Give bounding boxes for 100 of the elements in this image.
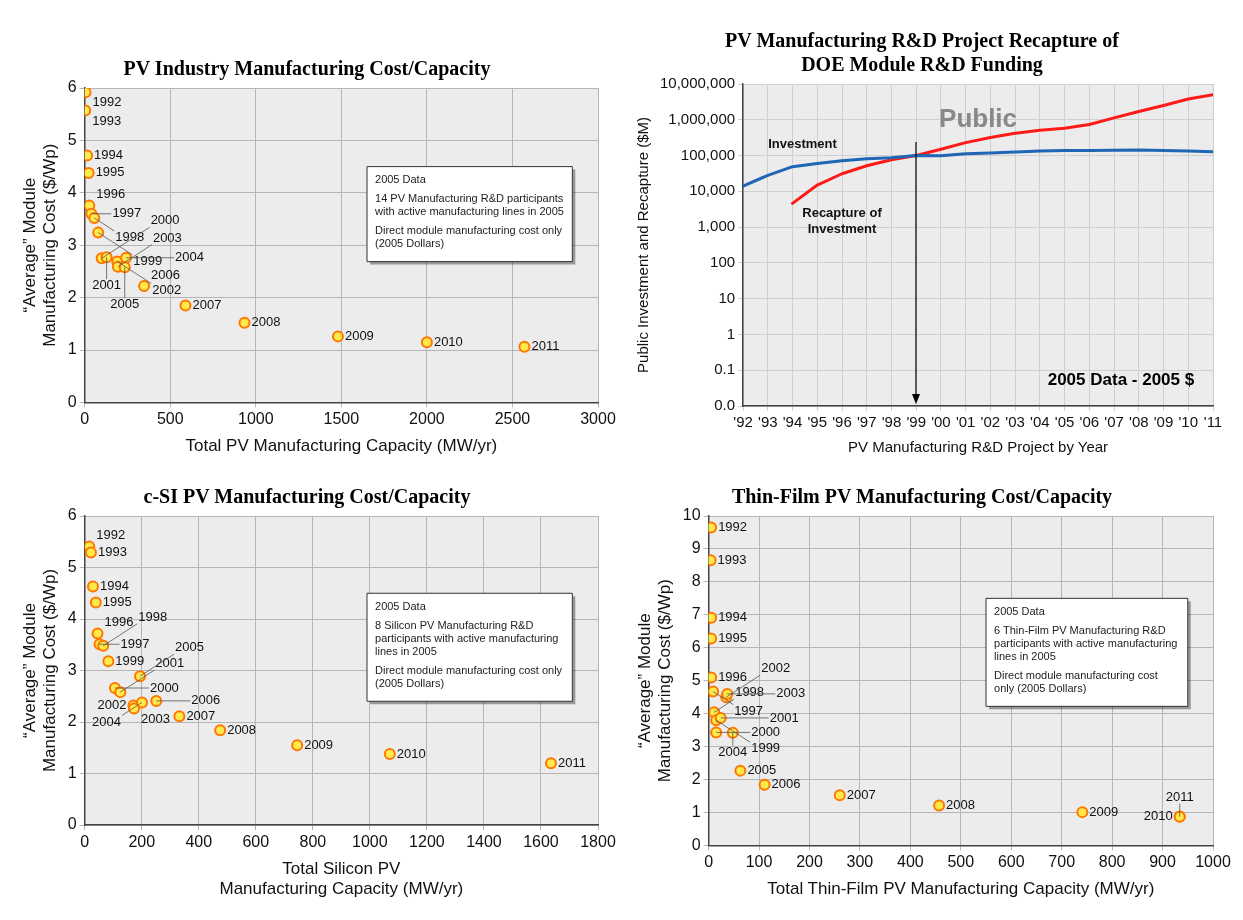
x-tick-label: 900	[1149, 853, 1177, 871]
x-tick-label: 800	[1098, 853, 1126, 871]
annotation: 2005 Data	[375, 599, 427, 612]
chart-title: c-SI PV Manufacturing Cost/Capacity	[143, 485, 471, 509]
x-tick-label: 1000	[352, 833, 388, 851]
annotation: 1996	[718, 668, 748, 684]
x-tick-label: '05	[1054, 413, 1075, 431]
annotation: 1994	[718, 609, 748, 625]
x-tick-label: 1600	[523, 833, 559, 851]
y-tick-label: 2	[67, 288, 77, 306]
y-tick-label: 10	[682, 506, 701, 524]
y-axis-title: “Average” Module Manufacturing Cost ($/Wp)	[19, 143, 60, 347]
annotation: 2007	[192, 297, 222, 313]
x-tick-label: '08	[1129, 413, 1149, 431]
x-tick-label: 600	[997, 853, 1025, 871]
annotation: 1999	[751, 740, 781, 756]
y-tick-label: 10,000,000	[660, 74, 736, 92]
series-label: Investment	[768, 136, 838, 152]
annotation: 1992	[718, 519, 748, 535]
annotation: 2011	[557, 754, 586, 770]
annotation: 1996	[104, 614, 134, 630]
y-tick-label: 1	[67, 763, 77, 781]
x-tick-label: 0	[80, 410, 90, 428]
annotation: 1993	[97, 544, 127, 560]
y-tick-label: 4	[67, 183, 77, 201]
x-tick-label: 1400	[466, 833, 502, 851]
x-tick-label: 500	[156, 410, 184, 428]
x-tick-label: 1000	[1195, 853, 1231, 871]
annotation: 14 PV Manufacturing R&D participants with active manufacturing lines in 2005	[374, 192, 564, 218]
y-tick-label: 0	[67, 815, 77, 833]
x-tick-label: 700	[1048, 853, 1076, 871]
annotation: 2007	[186, 707, 216, 723]
annotation: 2006	[151, 267, 180, 283]
x-tick-label: 400	[185, 833, 213, 851]
annotation: 1995	[718, 630, 748, 646]
annotation: 2008	[946, 797, 976, 813]
annotation: Direct module manufacturing cost only (2005 Dollars)	[994, 668, 1158, 694]
annotation: 2010	[433, 333, 463, 349]
y-tick-label: 0	[67, 392, 77, 410]
annotation: 2004	[92, 713, 122, 729]
annotation: 2003	[141, 710, 170, 726]
x-tick-label: 1200	[409, 833, 445, 851]
annotation: 2000	[149, 679, 179, 695]
annotation: 2005 Data	[994, 604, 1046, 617]
y-tick-label: 10	[718, 288, 736, 306]
y-tick-label: 1	[67, 340, 77, 358]
x-axis-title: Total Thin-Film PV Manufacturing Capacity (MW/yr)	[767, 879, 1155, 899]
annotation: 1994	[94, 147, 124, 163]
annotation: 1997	[120, 635, 150, 651]
x-tick-label: '99	[906, 413, 926, 431]
annotation: 1992	[96, 527, 126, 543]
y-axis-title: “Average” Module Manufacturing Cost ($/Wp)	[19, 568, 60, 773]
annotation: 1992	[92, 94, 122, 110]
y-tick-label: 100	[710, 253, 736, 271]
x-tick-label: 0	[80, 833, 90, 851]
annotation: Direct module manufacturing cost only (2005 Dollars)	[375, 224, 563, 250]
y-tick-label: 9	[691, 539, 701, 557]
annotation: 2011	[531, 338, 560, 354]
series-label: Recapture of Investment	[802, 205, 883, 237]
x-tick-label: '10	[1178, 413, 1199, 431]
y-axis-title: “Average” Module Manufacturing Cost ($/Wp)	[634, 579, 675, 783]
y-axis-title: Public Investment and Recapture ($M)	[634, 117, 652, 373]
y-tick-label: 0.1	[714, 360, 736, 378]
annotation: 2003	[776, 685, 806, 701]
annotation: 2007	[846, 786, 876, 802]
annotation: Direct module manufacturing cost only (2005 Dollars)	[375, 663, 563, 689]
x-tick-label: 1500	[323, 410, 360, 428]
y-tick-label: 8	[691, 572, 701, 590]
x-tick-label: '97	[856, 413, 877, 431]
y-tick-label: 6	[67, 506, 77, 524]
x-tick-label: '09	[1153, 413, 1174, 431]
annotation: 1995	[95, 164, 125, 180]
y-tick-label: 0.0	[714, 396, 736, 414]
annotation: 2000	[150, 212, 180, 228]
chart-title: PV Manufacturing R&D Project Recapture of DOE Module R&D Funding	[725, 29, 1120, 77]
x-tick-label: '94	[782, 413, 803, 431]
annotation: 1999	[133, 252, 163, 268]
y-tick-label: 2	[67, 712, 77, 730]
x-axis-title: PV Manufacturing R&D Project by Year	[847, 438, 1109, 456]
x-tick-label: '93	[758, 413, 778, 431]
x-tick-label: '00	[931, 413, 951, 431]
annotation: 1999	[115, 652, 145, 668]
annotation: 1993	[92, 112, 122, 128]
annotation: 2011	[1165, 788, 1194, 804]
x-tick-label: 600	[242, 833, 270, 851]
y-tick-label: 100,000	[680, 145, 736, 163]
x-tick-label: '04	[1030, 413, 1050, 431]
y-tick-label: 5	[67, 130, 77, 148]
y-tick-label: 3	[67, 660, 77, 678]
annotation: 2001	[769, 709, 799, 725]
x-tick-label: 1000	[238, 410, 274, 428]
annotation: 2005	[175, 639, 204, 655]
y-tick-label: 3	[691, 736, 701, 754]
y-tick-label: 5	[691, 671, 701, 689]
annotation: 8 Silicon PV Manufacturing R&D participants with active manufacturing lines in 2005	[375, 618, 559, 657]
annotation: 2010	[1143, 807, 1173, 823]
y-tick-label: 1,000,000	[668, 109, 736, 127]
annotation: 2002	[97, 697, 127, 713]
x-tick-label: 200	[796, 853, 823, 871]
y-tick-label: 5	[67, 557, 77, 575]
